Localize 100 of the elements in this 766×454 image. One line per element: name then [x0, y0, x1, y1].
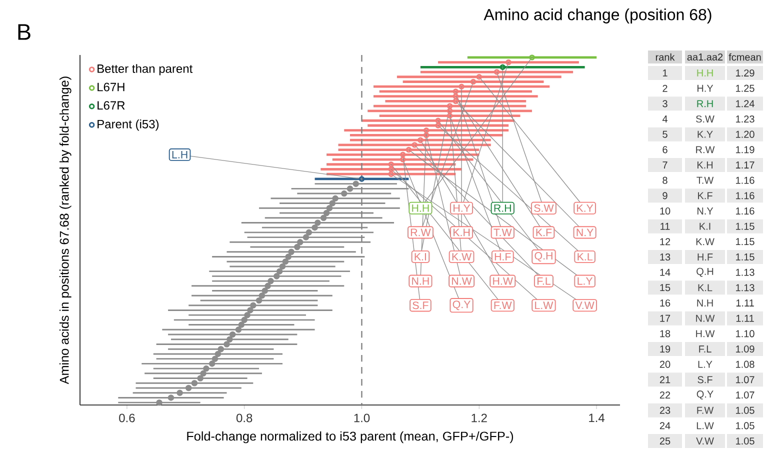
text: N.H	[697, 300, 713, 306]
chart-title: Amino acid change (position 68)	[484, 8, 712, 24]
data-label: V.W	[575, 302, 594, 310]
text: R.H	[697, 100, 713, 108]
text: 1.11	[736, 314, 754, 322]
data-label: N.H	[412, 277, 429, 285]
y-tick-label: 4	[662, 116, 668, 122]
data-label: L.H	[172, 150, 188, 158]
text: K.L	[698, 284, 712, 292]
text: 1.15	[736, 222, 754, 230]
data-label: S.W	[534, 204, 554, 212]
text: 1.05	[736, 422, 754, 430]
text: 1.05	[736, 437, 754, 445]
y-tick-label: 20	[660, 360, 670, 368]
text: Q.H	[696, 268, 714, 277]
y-tick-label: 16	[660, 299, 670, 307]
text: L.W	[696, 422, 714, 430]
y-tick-label: 10	[660, 207, 670, 215]
y-tick-label: 13	[660, 253, 670, 261]
text: H.Y	[697, 84, 714, 92]
data-label: K.I	[414, 253, 426, 260]
text: 1.05	[736, 406, 754, 414]
text: 1.16	[736, 192, 754, 200]
text: S.W	[696, 115, 714, 123]
text: N.W	[696, 314, 715, 322]
y-tick-label: 25	[660, 437, 670, 445]
text: 1.11	[736, 300, 754, 306]
text: S.F	[698, 376, 712, 384]
text: 1.08	[736, 360, 754, 368]
text: K.F	[698, 192, 712, 200]
text: 1.16	[736, 176, 754, 184]
y-tick-label: 15	[660, 284, 670, 292]
legend-label: L67R	[98, 101, 125, 110]
y-tick-label: 22	[660, 392, 670, 398]
text: 1.10	[736, 330, 754, 338]
text: F.L	[699, 346, 712, 352]
y-tick-label: 11	[660, 222, 670, 230]
data-label: K.Y	[577, 204, 594, 212]
text: F.W	[697, 406, 714, 414]
data-label: L.W	[535, 302, 554, 310]
text: 1.16	[736, 207, 754, 215]
text: 1.13	[736, 268, 754, 276]
data-label: F.L	[537, 277, 550, 285]
text: 1.07	[736, 376, 754, 384]
text: H.F	[698, 254, 713, 260]
y-tick-label: 1	[662, 70, 668, 76]
text: 1.19	[736, 146, 754, 154]
y-tick-label: 14	[660, 268, 670, 276]
x-tick-label: 0.8	[236, 414, 252, 422]
legend-label: Parent (i53)	[98, 120, 159, 131]
legend-label: L67H	[98, 82, 124, 92]
text: B	[18, 24, 30, 40]
data-label: Q.Y	[452, 300, 470, 310]
text: T.W	[696, 176, 714, 184]
data-label: K.L	[578, 253, 592, 260]
data-label: N.W	[452, 277, 472, 285]
text: 1.15	[736, 254, 754, 260]
y-tick-label: 19	[660, 345, 670, 353]
text: Q.Y	[696, 390, 714, 400]
data-label: H.F	[494, 253, 511, 260]
text: V.W	[696, 438, 714, 444]
text: K.H	[697, 162, 713, 168]
text: 1.13	[736, 284, 754, 292]
data-label: F.W	[494, 302, 512, 310]
y-tick-label: 21	[660, 376, 670, 384]
text: 1.20	[736, 130, 754, 138]
y-tick-label: 5	[662, 130, 668, 138]
data-label: R.H	[494, 204, 511, 212]
text: 1.29	[736, 69, 754, 77]
text: 1.24	[736, 100, 754, 108]
y-tick-label: 24	[660, 422, 670, 430]
data-label: K.F	[536, 228, 552, 236]
x-tick-label: fcmean	[728, 53, 761, 61]
text: N.Y	[697, 208, 714, 214]
y-tick-label: 3	[662, 100, 668, 108]
text: H.H	[697, 70, 713, 76]
text: 1.15	[736, 238, 754, 246]
y-tick-label: 23	[660, 406, 670, 414]
data-label: H.H	[412, 204, 429, 212]
y-tick-label: 6	[662, 146, 668, 154]
data-label: K.H	[454, 228, 470, 236]
data-label: N.Y	[576, 228, 594, 236]
x-tick-label: 1.0	[354, 414, 370, 422]
text: 1.17	[736, 162, 754, 168]
text: 1.25	[736, 84, 754, 92]
y-axis-title: Amino acids in positions 67.68 (ranked by fold-change)	[59, 76, 72, 384]
x-tick-label: 1.2	[472, 414, 487, 422]
text: R.W	[696, 146, 715, 154]
text: 1.07	[736, 391, 754, 399]
data-label: T.W	[494, 228, 512, 236]
text: K.W	[696, 238, 714, 246]
data-label: R.W	[410, 228, 431, 236]
data-label: K.W	[452, 253, 472, 260]
x-tick-label: 1.4	[589, 414, 605, 422]
y-tick-label: 2	[662, 84, 668, 92]
data-label: H.Y	[454, 204, 470, 212]
legend-label: Better than parent	[98, 64, 193, 76]
y-axis-title: rank	[656, 53, 675, 61]
x-tick-label: aa1.aa2	[687, 53, 723, 61]
x-tick-label: 0.6	[119, 414, 135, 422]
